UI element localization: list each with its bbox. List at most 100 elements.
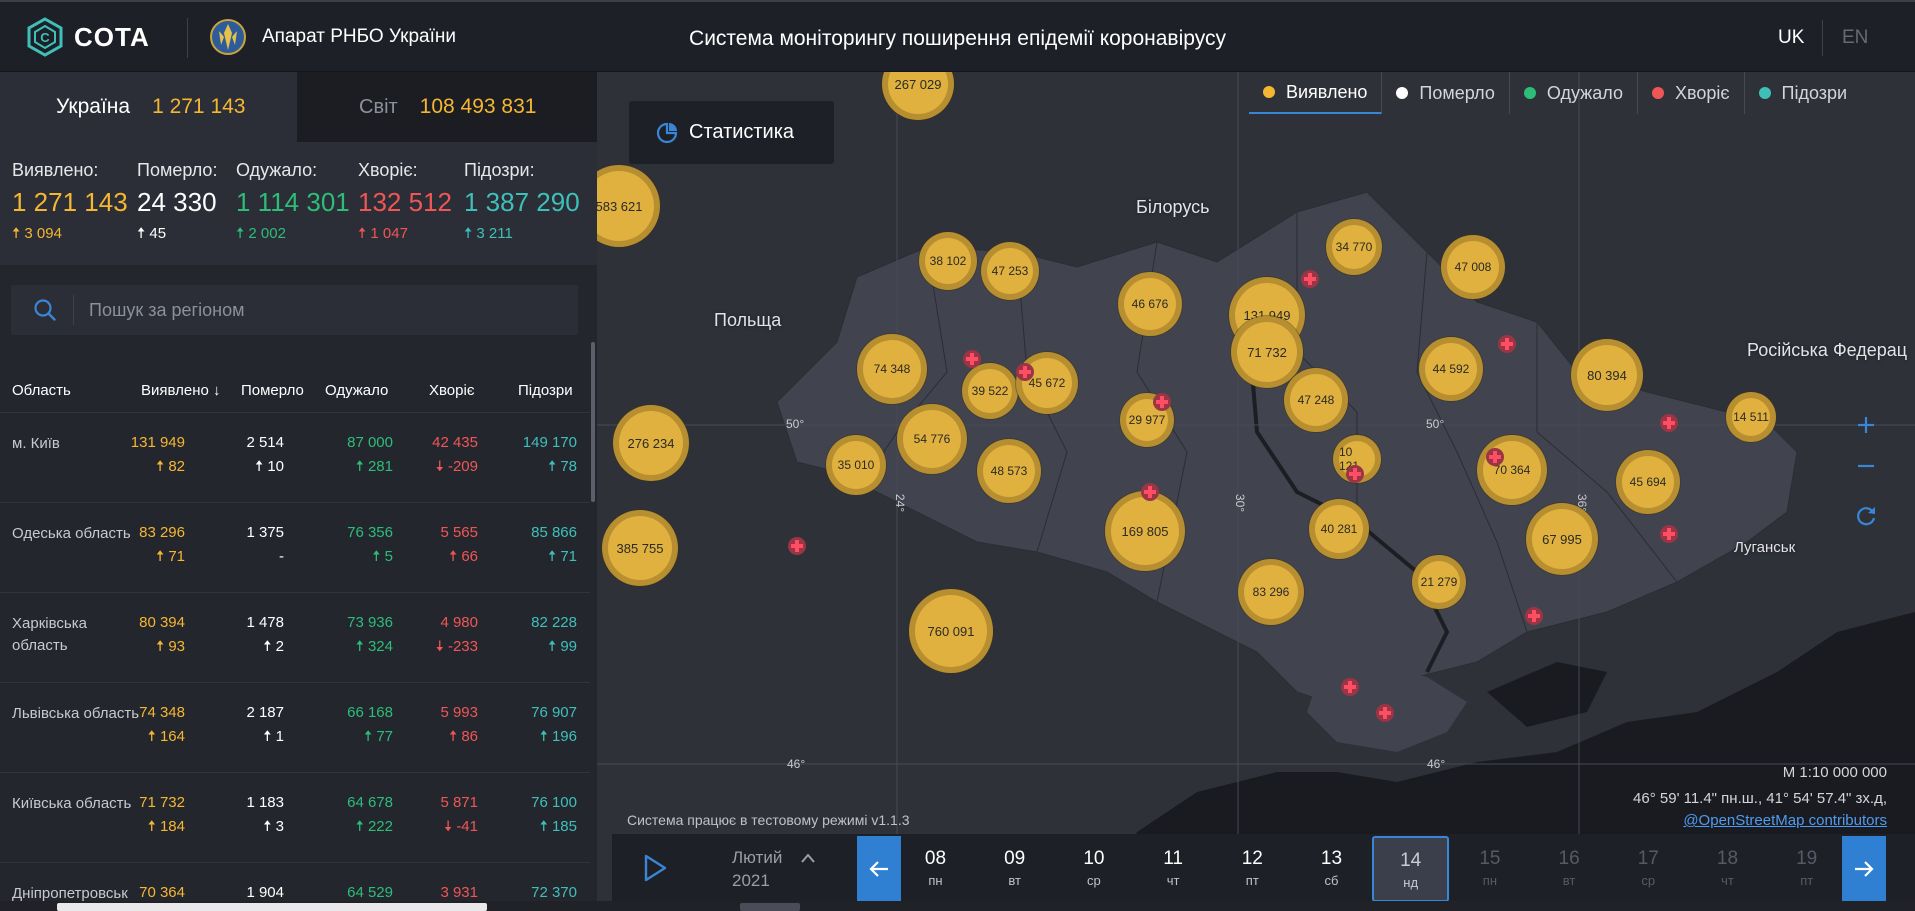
map-scrollbar-thumb[interactable] bbox=[740, 903, 800, 911]
month-selector[interactable]: Лютий 2021 bbox=[732, 846, 782, 892]
case-cluster-marker[interactable]: 21 279 bbox=[1412, 555, 1466, 609]
hospital-cross-icon[interactable] bbox=[1341, 678, 1359, 696]
case-cluster-marker[interactable]: 47 253 bbox=[981, 242, 1039, 300]
stat-sick: Хворіє: 132 512 🠅 1 047 bbox=[358, 160, 452, 248]
legend-deaths[interactable]: Померло bbox=[1382, 72, 1510, 114]
hospital-cross-icon[interactable] bbox=[963, 350, 981, 368]
case-cluster-marker[interactable]: 54 776 bbox=[897, 404, 967, 474]
hospital-cross-icon[interactable] bbox=[1346, 465, 1364, 483]
osm-attribution-link[interactable]: @OpenStreetMap contributors bbox=[1683, 812, 1887, 829]
hospital-cross-icon[interactable] bbox=[1016, 363, 1034, 381]
legend-recovered[interactable]: Одужало bbox=[1510, 72, 1638, 114]
hospital-cross-icon[interactable] bbox=[1376, 704, 1394, 722]
case-cluster-marker[interactable]: 169 805 bbox=[1105, 491, 1185, 571]
arrow-up-icon: 🠅 bbox=[155, 548, 169, 565]
case-cluster-marker[interactable]: 14 511 bbox=[1726, 392, 1776, 442]
case-cluster-marker[interactable]: 760 091 bbox=[909, 589, 993, 673]
case-cluster-marker[interactable]: 44 592 bbox=[1419, 337, 1483, 401]
day-selected[interactable]: 14 нд bbox=[1372, 836, 1450, 902]
case-cluster-marker[interactable]: 40 281 bbox=[1309, 499, 1369, 559]
day-button[interactable]: 10 ср bbox=[1055, 836, 1132, 902]
legend-suspected[interactable]: Підозри bbox=[1745, 72, 1862, 114]
table-row[interactable]: Львівська область 74 348 🠅 164 2 187 🠅 1 66 1… bbox=[0, 682, 590, 772]
arrow-left-icon bbox=[869, 861, 888, 877]
col-header-sick[interactable]: Хворіє bbox=[429, 382, 475, 399]
zoom-out-button[interactable] bbox=[1848, 448, 1884, 484]
case-cluster-marker[interactable]: 35 010 bbox=[826, 435, 886, 495]
col-header-suspected[interactable]: Підозри bbox=[518, 382, 573, 399]
hospital-cross-icon[interactable] bbox=[1660, 525, 1678, 543]
case-cluster-marker[interactable]: 80 394 bbox=[1571, 339, 1643, 411]
hospital-cross-icon[interactable] bbox=[788, 537, 806, 555]
lang-uk-button[interactable]: UK bbox=[1778, 27, 1805, 48]
prev-day-button[interactable] bbox=[857, 836, 901, 902]
day-button[interactable]: 08 пн bbox=[897, 836, 974, 902]
arrow-up-icon: 🠅 bbox=[448, 548, 462, 565]
case-cluster-marker[interactable]: 45 694 bbox=[1616, 450, 1680, 514]
table-row[interactable]: Одеська область 83 296 🠅 71 1 375 - 76 356 🠅 5… bbox=[0, 502, 590, 592]
search-icon[interactable] bbox=[33, 298, 57, 322]
confirmed-delta: 184 bbox=[159, 818, 185, 835]
case-cluster-marker[interactable]: 385 755 bbox=[602, 510, 678, 586]
day-button[interactable]: 09 вт bbox=[976, 836, 1053, 902]
next-day-button[interactable] bbox=[1842, 836, 1886, 902]
col-header-region[interactable]: Область bbox=[12, 382, 71, 399]
day-button[interactable]: 11 чт bbox=[1135, 836, 1212, 902]
day-button[interactable]: 13 сб bbox=[1293, 836, 1370, 902]
case-cluster-marker[interactable]: 71 732 bbox=[1231, 316, 1303, 388]
case-cluster-marker[interactable]: 70 364 bbox=[1477, 435, 1547, 505]
case-cluster-marker[interactable]: 276 234 bbox=[613, 405, 689, 481]
region-name: Харківська область bbox=[12, 615, 87, 654]
case-cluster-marker[interactable]: 34 770 bbox=[1326, 219, 1382, 275]
lang-en-button[interactable]: EN bbox=[1842, 27, 1869, 48]
hospital-cross-icon[interactable] bbox=[1525, 607, 1543, 625]
arrow-up-icon: 🠅 bbox=[137, 225, 146, 242]
weekday-label: пт bbox=[1245, 873, 1259, 888]
tab-ukraine[interactable]: Україна 1 271 143 bbox=[0, 72, 297, 142]
hospital-cross-icon[interactable] bbox=[1660, 414, 1678, 432]
statistics-button[interactable]: Статистика bbox=[629, 101, 834, 164]
case-cluster-marker[interactable]: 74 348 bbox=[857, 334, 927, 404]
zoom-in-button[interactable] bbox=[1848, 407, 1884, 443]
chevron-up-icon[interactable] bbox=[800, 852, 816, 864]
table-row[interactable]: м. Київ 131 949 🠅 82 2 514 🠅 10 87 000 🠅 281 42… bbox=[0, 412, 590, 502]
col-header-recovered[interactable]: Одужало bbox=[325, 382, 389, 399]
case-cluster-marker[interactable]: 67 995 bbox=[1526, 503, 1598, 575]
case-cluster-marker[interactable]: 47 248 bbox=[1284, 368, 1348, 432]
case-cluster-marker[interactable]: 47 008 bbox=[1441, 235, 1505, 299]
cota-logo[interactable]: C COTA bbox=[26, 17, 150, 57]
case-cluster-marker[interactable]: 48 573 bbox=[977, 439, 1041, 503]
tab-world[interactable]: Світ 108 493 831 bbox=[297, 72, 597, 142]
hospital-cross-icon[interactable] bbox=[1141, 483, 1159, 501]
recovered-value: 64 529 bbox=[347, 884, 393, 901]
case-cluster-marker[interactable]: 583 621 bbox=[597, 165, 660, 247]
col-header-confirmed[interactable]: Виявлено ↓ bbox=[141, 382, 221, 399]
suspected-cell: 76 907 🠅 196 bbox=[531, 703, 577, 747]
play-button[interactable] bbox=[612, 834, 697, 902]
stat-deaths-delta-value: 45 bbox=[149, 225, 167, 242]
play-icon bbox=[644, 854, 666, 882]
col-header-deaths[interactable]: Померло bbox=[241, 382, 304, 399]
hospital-cross-icon[interactable] bbox=[1153, 393, 1171, 411]
map[interactable]: Білорусь Польща Російська Федерац Луганс… bbox=[597, 72, 1915, 911]
case-cluster-marker[interactable]: 38 102 bbox=[919, 232, 977, 290]
case-cluster-marker[interactable]: 267 029 bbox=[882, 72, 954, 120]
case-cluster-marker[interactable]: 83 296 bbox=[1238, 559, 1304, 625]
table-row[interactable]: Дніпропетровськ 70 364 1 904 64 529 3 931 72 … bbox=[0, 862, 590, 911]
hospital-cross-icon[interactable] bbox=[1486, 448, 1504, 466]
hospital-cross-icon[interactable] bbox=[1301, 270, 1319, 288]
reset-map-button[interactable] bbox=[1848, 498, 1884, 534]
day-button[interactable]: 12 пт bbox=[1214, 836, 1291, 902]
search-input[interactable] bbox=[89, 293, 559, 327]
case-cluster-marker[interactable]: 46 676 bbox=[1118, 272, 1182, 336]
case-cluster-marker[interactable]: 39 522 bbox=[962, 363, 1018, 419]
legend-confirmed[interactable]: Виявлено bbox=[1249, 72, 1383, 114]
case-cluster-marker[interactable]: 29 977 bbox=[1120, 393, 1174, 447]
page-scrollbar-thumb[interactable] bbox=[57, 903, 487, 911]
table-row[interactable]: Київська область 71 732 🠅 184 1 183 🠅 3 64 67… bbox=[0, 772, 590, 862]
legend-sick[interactable]: Хворіє bbox=[1638, 72, 1745, 114]
case-cluster-marker[interactable]: 45 672 bbox=[1016, 352, 1078, 414]
sidebar-scrollbar[interactable] bbox=[591, 342, 595, 502]
table-row[interactable]: Харківська область 80 394 🠅 93 1 478 🠅 2 73 9… bbox=[0, 592, 590, 682]
hospital-cross-icon[interactable] bbox=[1498, 335, 1516, 353]
